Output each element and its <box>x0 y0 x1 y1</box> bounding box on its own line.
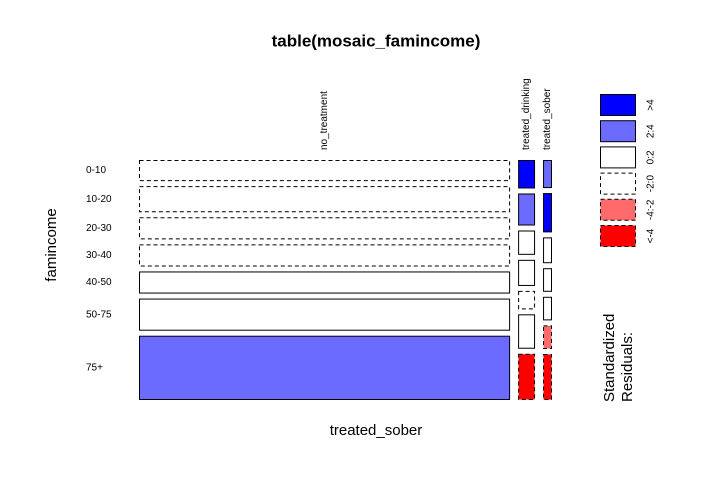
legend-swatch <box>600 198 636 221</box>
cell <box>518 193 536 226</box>
cell <box>139 186 511 213</box>
cell <box>543 325 553 349</box>
cell <box>139 335 511 401</box>
cell <box>518 230 536 255</box>
row-label: 10-20 <box>86 194 112 205</box>
x-axis-label: treated_sober <box>330 422 423 439</box>
legend-swatch <box>600 120 636 143</box>
row-label: 50-75 <box>86 309 112 320</box>
cell <box>543 237 553 264</box>
cell <box>518 290 536 310</box>
row-label: 30-40 <box>86 250 112 261</box>
legend-swatch <box>600 225 636 247</box>
row-label: 20-30 <box>86 223 112 234</box>
cell <box>139 244 511 267</box>
legend-label: -4:-2 <box>646 199 657 220</box>
column-label: treated_drinking <box>521 78 532 150</box>
legend-label: 2:4 <box>646 124 657 138</box>
chart-title: table(mosaic_famincome) <box>272 31 481 50</box>
cell <box>543 160 553 189</box>
legend-title: Standardized <box>601 314 618 402</box>
row-label: 75+ <box>86 362 103 373</box>
legend-swatch <box>600 146 636 169</box>
column-label: treated_sober <box>542 88 553 150</box>
legend-label: -2:0 <box>646 175 657 193</box>
legend-swatch <box>600 172 636 195</box>
cell <box>518 353 536 401</box>
column-label: no_treatment <box>319 91 330 150</box>
cell <box>543 296 553 321</box>
cell <box>518 314 536 349</box>
cell <box>543 353 553 400</box>
legend-title: Residuals: <box>619 332 636 402</box>
cell <box>518 259 536 286</box>
cell <box>139 271 511 294</box>
row-label: 40-50 <box>86 277 112 288</box>
legend-label: 0:2 <box>646 150 657 164</box>
cell <box>139 160 511 182</box>
legend-swatch <box>600 94 636 116</box>
legend-label: >4 <box>646 99 657 111</box>
cell <box>139 217 511 240</box>
y-axis-label: famincome <box>43 208 60 281</box>
legend-label: <-4 <box>646 228 657 243</box>
cell <box>518 160 536 189</box>
cell <box>543 268 553 292</box>
cell <box>543 193 553 233</box>
cell <box>139 298 511 331</box>
row-label: 0-10 <box>86 165 106 176</box>
